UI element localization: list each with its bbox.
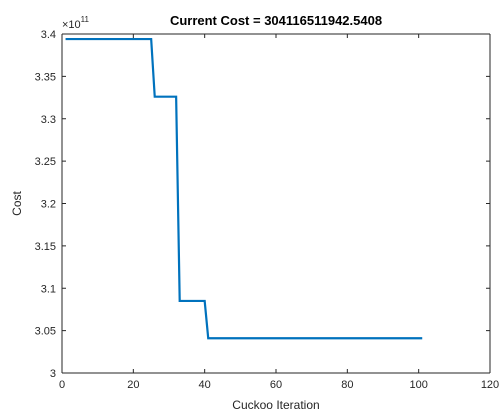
y-tick-label: 3.15 <box>35 241 56 253</box>
ticks-layer: 0 20 40 60 80 100 120 3 3.05 3.1 3.15 3.2 3.25 3.3 3.3… <box>35 29 500 391</box>
y-tick-label: 3.3 <box>41 114 56 126</box>
y-tick-label: 3.4 <box>41 29 56 41</box>
series-layer <box>65 37 423 340</box>
y-axis-label: Cost <box>10 191 24 216</box>
y-tick-label: 3.25 <box>35 156 56 168</box>
y-tick-label: 3.35 <box>35 71 56 83</box>
series-line <box>65 37 423 340</box>
x-tick-label: 100 <box>409 379 427 391</box>
y-exponent-base: ×10 <box>62 19 81 31</box>
y-tick-label: 3.1 <box>41 283 56 295</box>
x-tick-label: 80 <box>341 379 353 391</box>
x-tick-label: 40 <box>199 379 211 391</box>
y-tick-label: 3.2 <box>41 199 56 211</box>
x-tick-label: 120 <box>481 379 499 391</box>
chart-title: Current Cost = 304116511942.5408 <box>170 13 382 28</box>
x-tick-label: 20 <box>127 379 139 391</box>
x-axis-label: Cuckoo Iteration <box>232 398 319 412</box>
x-tick-label: 0 <box>59 379 65 391</box>
y-exponent-label: ×1011 <box>62 15 90 31</box>
plot-background <box>62 34 490 373</box>
x-tick-label: 60 <box>270 379 282 391</box>
y-tick-label: 3.05 <box>35 326 56 338</box>
y-exponent-power: 11 <box>81 15 90 24</box>
y-tick-label: 3 <box>50 368 56 380</box>
